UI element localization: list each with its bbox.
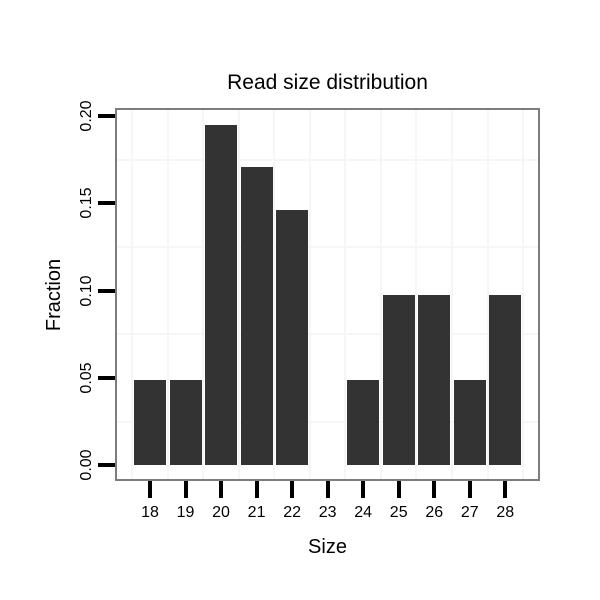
minor-gridline-vertical <box>415 110 418 479</box>
bar-size-18 <box>134 380 166 466</box>
x-tick-label: 21 <box>247 504 266 521</box>
minor-gridline-vertical <box>451 110 453 479</box>
bar-size-24 <box>347 380 380 466</box>
x-tick <box>290 481 295 498</box>
bar-size-27 <box>453 380 486 466</box>
minor-gridline-vertical <box>344 110 347 479</box>
bar-size-19 <box>169 380 202 466</box>
x-tick <box>396 481 401 498</box>
x-tick-label: 27 <box>460 504 479 521</box>
minor-gridline-vertical <box>166 110 169 479</box>
y-tick <box>98 114 115 119</box>
y-tick-label: 0.20 <box>78 100 95 132</box>
minor-gridline-vertical <box>486 110 489 479</box>
minor-gridline-horizontal <box>117 333 538 336</box>
x-tick-label: 24 <box>354 504 373 521</box>
minor-gridline-vertical <box>237 110 240 479</box>
y-tick-label: 0.15 <box>78 187 95 219</box>
minor-gridline-vertical <box>202 110 205 479</box>
x-tick <box>183 481 188 498</box>
bar-size-28 <box>489 294 522 466</box>
minor-gridline-vertical <box>273 110 276 479</box>
y-tick-label: 0.10 <box>78 275 95 307</box>
y-tick-label: 0.00 <box>78 449 95 481</box>
y-axis-title: Fraction <box>43 258 65 332</box>
x-tick-label: 25 <box>389 504 408 521</box>
x-tick <box>361 481 366 498</box>
x-axis-title: Size <box>308 536 347 558</box>
y-tick <box>98 463 115 468</box>
x-tick-label: 22 <box>283 504 301 521</box>
x-tick <box>467 481 472 498</box>
minor-gridline-horizontal <box>117 158 538 161</box>
bar-size-26 <box>418 294 451 466</box>
bar-size-20 <box>205 124 238 466</box>
y-tick <box>98 201 115 206</box>
bar-size-21 <box>240 167 273 466</box>
minor-gridline-vertical <box>308 110 311 479</box>
minor-gridline-horizontal <box>117 246 538 249</box>
minor-gridline-horizontal <box>117 420 538 423</box>
plot-panel <box>115 108 540 481</box>
x-tick-label: 28 <box>496 504 515 521</box>
x-tick <box>219 481 224 498</box>
x-tick-label: 23 <box>318 504 337 521</box>
minor-gridline-vertical <box>131 110 134 479</box>
x-tick-label: 18 <box>141 504 159 521</box>
x-tick-label: 20 <box>212 504 230 521</box>
x-tick <box>148 481 152 498</box>
bar-size-22 <box>276 209 309 466</box>
x-tick <box>254 481 259 498</box>
x-tick-label: 26 <box>425 504 444 521</box>
x-tick <box>503 481 508 498</box>
bar-size-25 <box>382 294 415 466</box>
y-tick-label: 0.05 <box>78 362 95 394</box>
y-tick <box>98 376 115 380</box>
y-tick <box>98 288 115 293</box>
x-tick <box>325 481 330 498</box>
minor-gridline-vertical <box>379 110 382 479</box>
x-tick-label: 19 <box>176 504 195 521</box>
chart-title: Read size distribution <box>227 71 428 94</box>
x-tick <box>432 481 437 498</box>
minor-gridline-vertical <box>522 110 525 479</box>
